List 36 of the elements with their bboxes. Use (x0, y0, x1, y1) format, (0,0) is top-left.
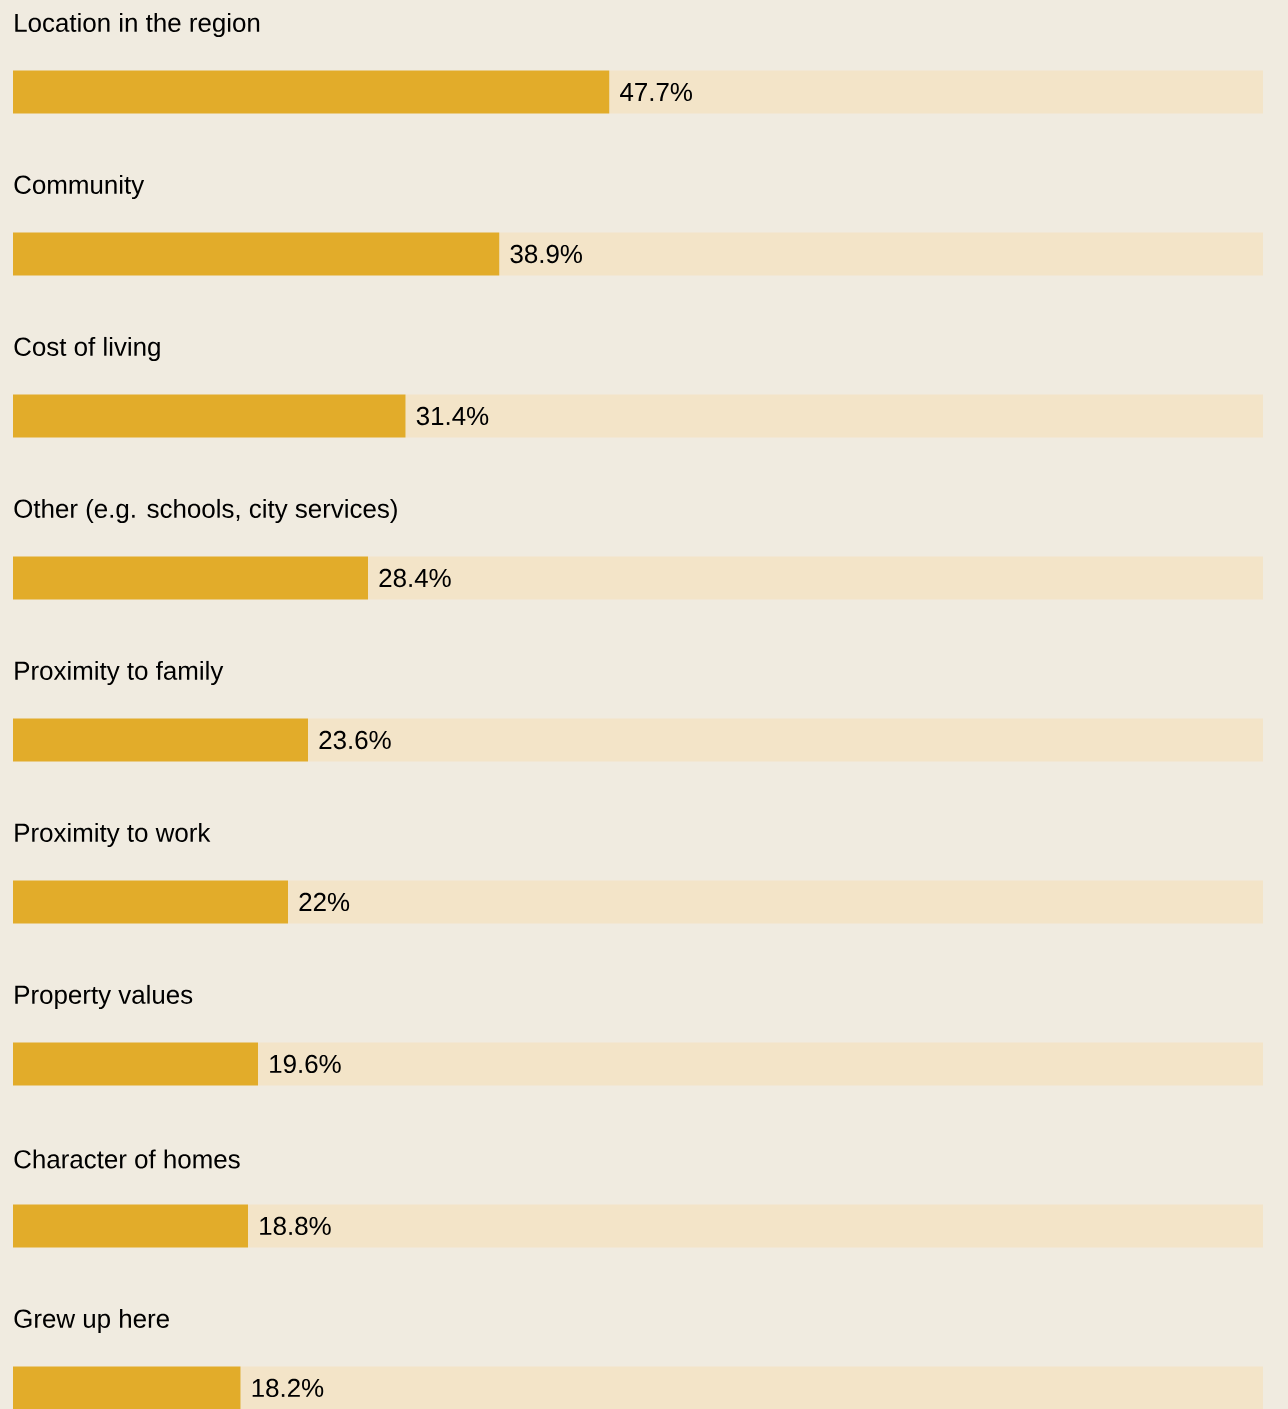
data-label: 18.8% (260, 1216, 331, 1236)
data-label: 38.9% (510, 244, 582, 264)
y-tick-label: Cost of living (14, 336, 160, 362)
y-tick-label: Community (14, 174, 145, 200)
y-tick-label: Property values (15, 984, 193, 1010)
y-tick-label: Location in the region (15, 12, 260, 38)
bar (13, 556, 368, 600)
y-tick-label: Proximity to family (15, 660, 224, 686)
bar (13, 1366, 241, 1409)
bar (499, 232, 1264, 276)
bar (248, 1204, 1264, 1248)
bar (258, 1042, 1264, 1086)
bar (308, 718, 1264, 762)
data-label: 22% (299, 892, 350, 912)
bar (240, 1366, 1264, 1409)
data-label: 28.4% (379, 568, 451, 588)
bar (288, 880, 1264, 924)
data-label: 23.6% (319, 730, 391, 750)
bar (609, 70, 1264, 114)
bar (13, 1204, 248, 1248)
bar (13, 718, 308, 762)
y-tick-label: Character of homes (14, 1149, 240, 1169)
bar (13, 880, 288, 924)
bar (13, 394, 406, 438)
bar (13, 70, 610, 114)
y-tick-label: Grew up here (14, 1308, 169, 1334)
y-tick-label: Other (e.g. schools, city services) (14, 498, 397, 524)
bar (13, 232, 500, 276)
data-label: 19.6% (270, 1054, 341, 1074)
bar (405, 394, 1264, 438)
data-label: 18.2% (252, 1378, 324, 1398)
bar (13, 1042, 258, 1086)
y-tick-label: Proximity to work (15, 822, 211, 848)
data-label: 47.7% (620, 82, 692, 102)
data-label: 31.4% (416, 406, 489, 426)
bar (368, 556, 1264, 600)
